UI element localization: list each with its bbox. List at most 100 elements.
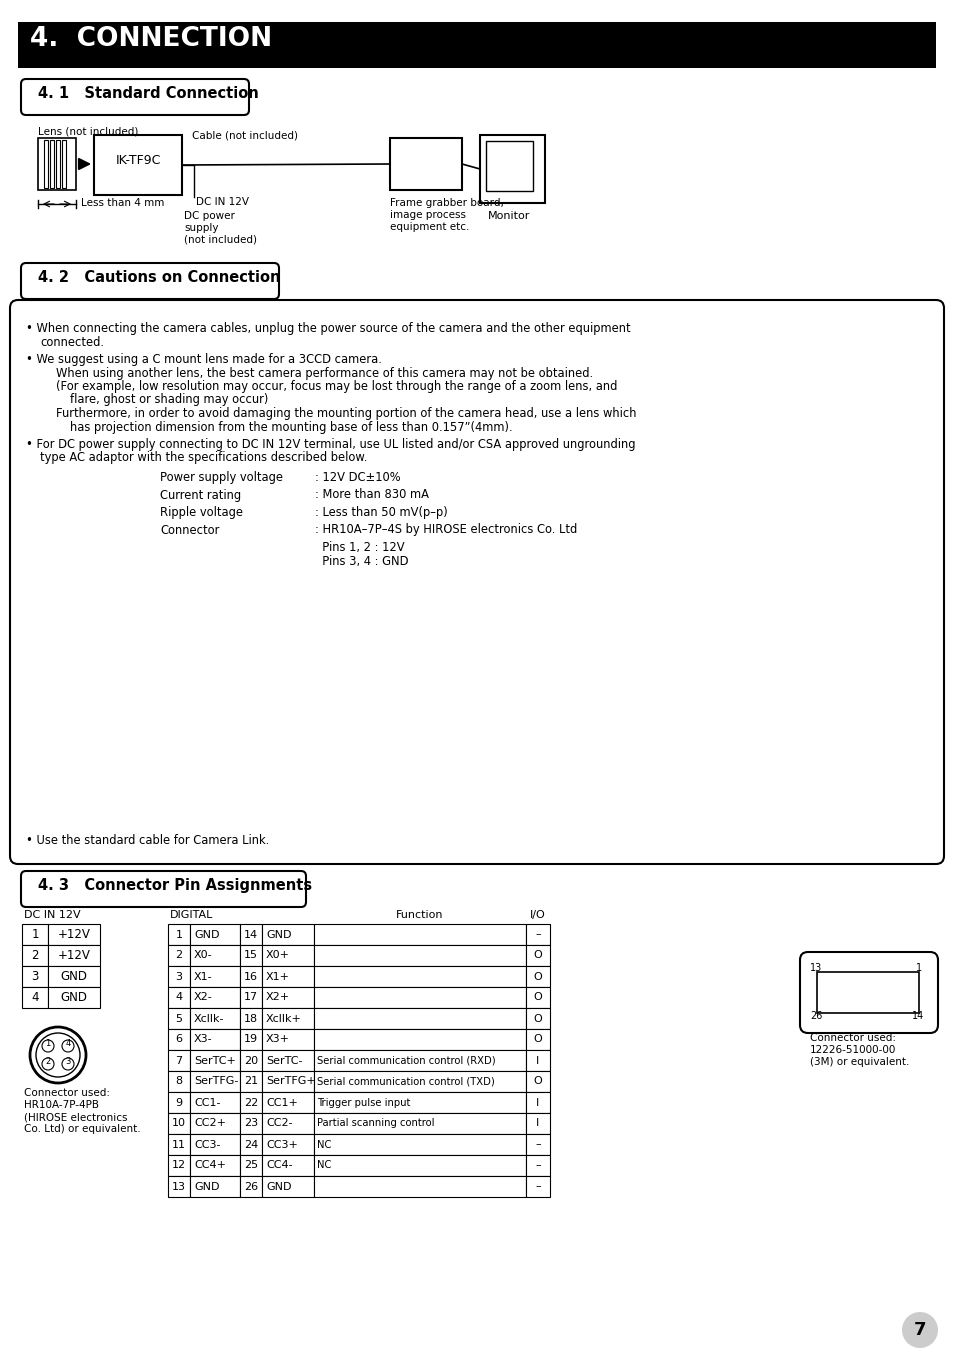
Text: 20: 20 (244, 1056, 258, 1065)
Bar (525, 1155, 550, 1176)
Text: Power supply voltage: Power supply voltage (160, 470, 283, 484)
Bar (190, 1176, 240, 1197)
Bar (262, 1113, 314, 1134)
Text: SerTC+: SerTC+ (193, 1056, 235, 1065)
Text: Trigger pulse input: Trigger pulse input (316, 1098, 410, 1107)
Bar (262, 1051, 314, 1071)
Bar (48, 923, 100, 945)
Text: Pins 1, 2 : 12V: Pins 1, 2 : 12V (314, 541, 404, 554)
Bar (50, 141, 54, 188)
Bar (168, 987, 190, 1009)
Bar (525, 945, 550, 965)
Bar (240, 1029, 262, 1051)
FancyBboxPatch shape (800, 952, 937, 1033)
Text: DC IN 12V: DC IN 12V (24, 910, 81, 919)
Bar (262, 1134, 314, 1155)
Bar (314, 1176, 525, 1197)
Text: Connector used:: Connector used: (24, 1088, 110, 1098)
Text: : Less than 50 mV(p–p): : Less than 50 mV(p–p) (314, 506, 447, 519)
Text: GND: GND (266, 1182, 292, 1191)
Bar (62, 141, 66, 188)
Text: GND: GND (60, 969, 88, 983)
Bar (314, 945, 525, 965)
Text: I: I (536, 1056, 539, 1065)
Bar (22, 965, 48, 987)
Bar (525, 923, 550, 945)
Text: 3: 3 (31, 969, 39, 983)
Circle shape (901, 1311, 937, 1348)
Text: Lens (not included): Lens (not included) (38, 127, 138, 137)
Bar (168, 1092, 190, 1113)
Bar (240, 987, 262, 1009)
Text: : 12V DC±10%: : 12V DC±10% (314, 470, 400, 484)
Text: has projection dimension from the mounting base of less than 0.157”(4mm).: has projection dimension from the mounti… (70, 420, 512, 434)
Bar (22, 945, 48, 965)
Text: Xcllk-: Xcllk- (193, 1014, 224, 1023)
Bar (168, 1051, 190, 1071)
Text: GND: GND (266, 930, 292, 940)
Bar (525, 1113, 550, 1134)
Text: connected.: connected. (40, 335, 104, 349)
Text: O: O (533, 992, 542, 1002)
Text: Connector: Connector (160, 523, 219, 537)
Text: 22: 22 (244, 1098, 258, 1107)
Text: Partial scanning control: Partial scanning control (316, 1118, 434, 1129)
Text: 21: 21 (244, 1076, 258, 1087)
Bar (240, 1155, 262, 1176)
Text: O: O (533, 1076, 542, 1087)
Text: (For example, low resolution may occur, focus may be lost through the range of a: (For example, low resolution may occur, … (56, 380, 617, 393)
Text: 17: 17 (244, 992, 258, 1002)
Text: Co. Ltd) or equivalent.: Co. Ltd) or equivalent. (24, 1124, 140, 1134)
Bar (18, 22, 935, 68)
Bar (262, 1009, 314, 1029)
Text: • For DC power supply connecting to DC IN 12V terminal, use UL listed and/or CSA: • For DC power supply connecting to DC I… (26, 438, 635, 452)
Text: (HIROSE electronics: (HIROSE electronics (24, 1111, 128, 1122)
Text: CC3+: CC3+ (266, 1140, 297, 1149)
Text: Less than 4 mm: Less than 4 mm (81, 197, 164, 208)
Bar (525, 1009, 550, 1029)
Text: 1: 1 (175, 930, 182, 940)
Text: +12V: +12V (57, 927, 91, 941)
Circle shape (42, 1059, 54, 1069)
Text: CC1-: CC1- (193, 1098, 220, 1107)
Bar (525, 1051, 550, 1071)
Text: 26: 26 (809, 1011, 821, 1021)
Text: NC: NC (316, 1140, 331, 1149)
Text: CC4+: CC4+ (193, 1160, 226, 1171)
Circle shape (42, 1040, 54, 1052)
Text: • We suggest using a C mount lens made for a 3CCD camera.: • We suggest using a C mount lens made f… (26, 353, 381, 366)
Text: –: – (535, 1160, 540, 1171)
Text: Serial communication control (RXD): Serial communication control (RXD) (316, 1056, 496, 1065)
Bar (390, 138, 461, 191)
Text: Cable (not included): Cable (not included) (192, 130, 297, 141)
Text: DIGITAL: DIGITAL (170, 910, 213, 919)
Text: equipment etc.: equipment etc. (390, 222, 469, 233)
Text: X1-: X1- (193, 972, 213, 982)
FancyBboxPatch shape (10, 300, 943, 864)
Text: GND: GND (193, 1182, 219, 1191)
Bar (314, 1029, 525, 1051)
Text: 15: 15 (244, 950, 257, 960)
Bar (168, 1134, 190, 1155)
Bar (262, 965, 314, 987)
Bar (190, 1009, 240, 1029)
Text: GND: GND (60, 991, 88, 1005)
Text: 14: 14 (911, 1011, 923, 1021)
Bar (240, 945, 262, 965)
Bar (240, 965, 262, 987)
Bar (48, 945, 100, 965)
Text: GND: GND (193, 930, 219, 940)
Text: Furthermore, in order to avoid damaging the mounting portion of the camera head,: Furthermore, in order to avoid damaging … (56, 407, 636, 420)
Bar (190, 1113, 240, 1134)
Text: 18: 18 (244, 1014, 258, 1023)
Text: Current rating: Current rating (160, 488, 241, 502)
Bar (190, 1071, 240, 1092)
Text: Function: Function (395, 910, 443, 919)
Bar (94, 135, 182, 195)
Text: SerTC-: SerTC- (266, 1056, 302, 1065)
Bar (38, 138, 76, 191)
Bar (314, 1155, 525, 1176)
Text: 7: 7 (913, 1321, 925, 1338)
Bar (190, 1029, 240, 1051)
Text: 24: 24 (244, 1140, 258, 1149)
